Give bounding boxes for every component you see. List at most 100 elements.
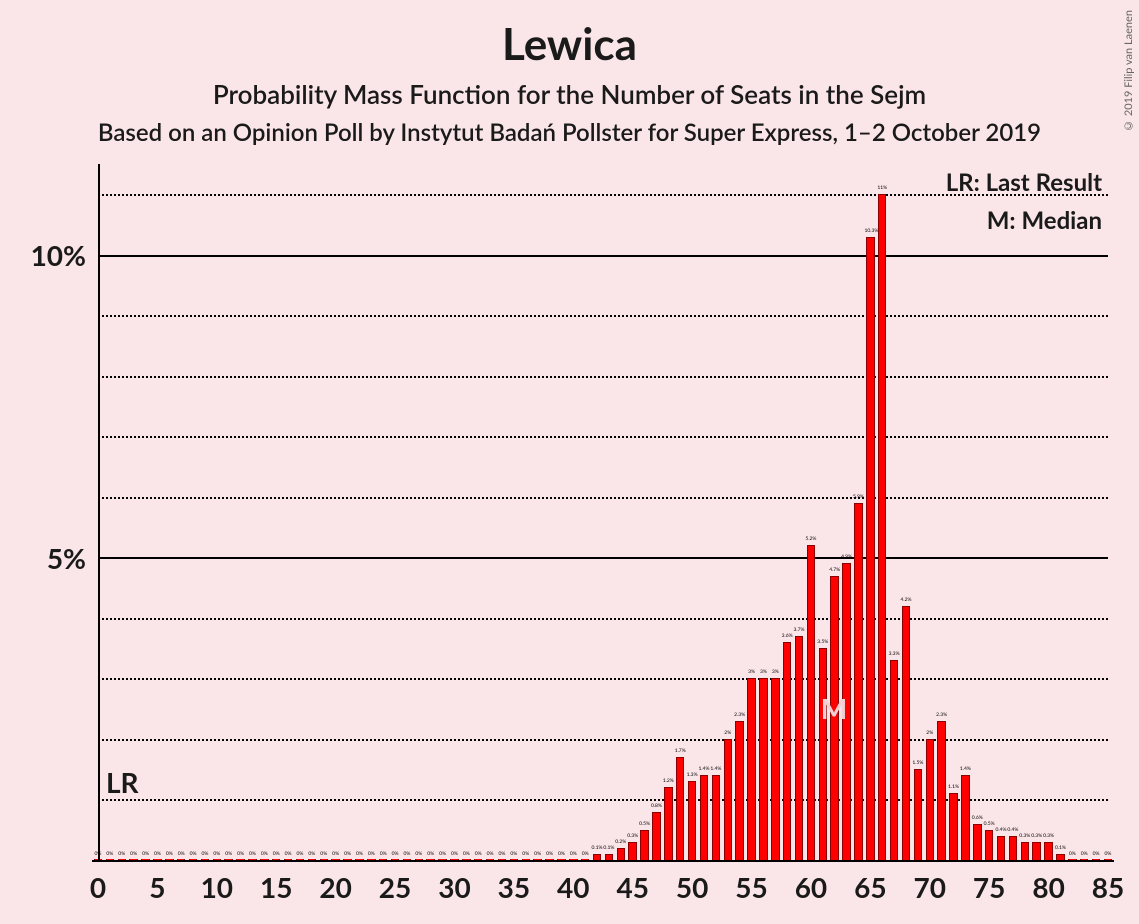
bar-value-label: 0%: [282, 852, 294, 857]
bar-value-label: 0.8%: [651, 804, 663, 809]
bar-value-label: 3%: [769, 670, 781, 675]
bar-value-label: 3%: [758, 670, 770, 675]
x-axis-label: 20: [311, 870, 361, 904]
gridline-minor: [98, 315, 1108, 317]
bar-value-label: 0.6%: [971, 816, 983, 821]
bar: [688, 781, 696, 860]
bar-value-label: 0%: [128, 852, 140, 857]
x-axis-label: 50: [667, 870, 717, 904]
bar-value-label: 0%: [579, 852, 591, 857]
gridline-minor: [98, 739, 1108, 741]
bar-value-label: 3.6%: [781, 634, 793, 639]
bar-value-label: 0%: [247, 852, 259, 857]
bar: [735, 721, 743, 860]
x-axis-label: 65: [845, 870, 895, 904]
bar: [747, 678, 755, 860]
bar: [795, 636, 803, 860]
gridline-minor: [98, 436, 1108, 438]
bar-value-label: 0%: [1066, 852, 1078, 857]
bar-value-label: 1.7%: [674, 749, 686, 754]
bar-value-label: 0.4%: [995, 828, 1007, 833]
bar-value-label: 0%: [163, 852, 175, 857]
bar-value-label: 0%: [472, 852, 484, 857]
gridline-minor: [98, 376, 1108, 378]
chart-area: 5%10%0%0%0%0%0%0%0%0%0%0%0%0%0%0%0%0%0%0…: [0, 0, 1139, 924]
bar-value-label: 4.7%: [829, 568, 841, 573]
bar-value-label: 3%: [746, 670, 758, 675]
gridline-major: [98, 255, 1108, 257]
bar-value-label: 0%: [1102, 852, 1114, 857]
bar-value-label: 0%: [258, 852, 270, 857]
bar-value-label: 0%: [401, 852, 413, 857]
bar: [664, 787, 672, 860]
bar-value-label: 0.3%: [1031, 834, 1043, 839]
bar-value-label: 0%: [270, 852, 282, 857]
bar-value-label: 5.2%: [805, 537, 817, 542]
legend-lr: LR: Last Result: [946, 168, 1102, 197]
bar-value-label: 0.1%: [1055, 846, 1067, 851]
x-axis-label: 5: [132, 870, 182, 904]
bar-value-label: 0%: [140, 852, 152, 857]
bar: [819, 648, 827, 860]
x-axis-label: 75: [964, 870, 1014, 904]
bar-value-label: 2%: [924, 731, 936, 736]
bar-value-label: 1.2%: [662, 779, 674, 784]
bar-value-label: 0.3%: [1043, 834, 1055, 839]
bar: [1032, 842, 1040, 860]
bar-value-label: 0%: [223, 852, 235, 857]
bar: [878, 194, 886, 860]
bar: [854, 503, 862, 860]
median-marker: M: [821, 691, 847, 725]
bar: [807, 545, 815, 860]
bar: [759, 678, 767, 860]
bar: [676, 757, 684, 860]
bar-value-label: 0%: [437, 852, 449, 857]
bar-value-label: 1.4%: [960, 767, 972, 772]
bar-value-label: 0%: [365, 852, 377, 857]
bar-value-label: 0.3%: [1019, 834, 1031, 839]
bar: [628, 842, 636, 860]
y-axis-label: 5%: [0, 541, 86, 575]
lr-marker: LR: [106, 765, 139, 799]
bar-value-label: 0%: [187, 852, 199, 857]
bar: [712, 775, 720, 860]
bar-value-label: 0%: [520, 852, 532, 857]
bar-value-label: 0%: [175, 852, 187, 857]
bar-value-label: 0%: [484, 852, 496, 857]
bar-value-label: 2.3%: [936, 713, 948, 718]
bar: [890, 660, 898, 860]
bar-value-label: 1.1%: [948, 785, 960, 790]
bar-value-label: 2%: [722, 731, 734, 736]
bar-value-label: 0%: [544, 852, 556, 857]
bar: [640, 830, 648, 860]
bar: [783, 642, 791, 860]
page: © 2019 Filip van Laenen Lewica Probabili…: [0, 0, 1139, 924]
bar-value-label: 0.1%: [591, 846, 603, 851]
bar-value-label: 3.5%: [817, 640, 829, 645]
bar-value-label: 0%: [377, 852, 389, 857]
bar-value-label: 0%: [306, 852, 318, 857]
bar-value-label: 2.3%: [734, 713, 746, 718]
bar-value-label: 0.1%: [603, 846, 615, 851]
bar-value-label: 0%: [294, 852, 306, 857]
bar: [961, 775, 969, 860]
y-axis: [98, 164, 100, 862]
bar: [997, 836, 1005, 860]
x-axis-label: 10: [192, 870, 242, 904]
x-axis-label: 30: [429, 870, 479, 904]
bar-value-label: 0%: [199, 852, 211, 857]
gridline-minor: [98, 618, 1108, 620]
bar-value-label: 0%: [152, 852, 164, 857]
bar-value-label: 11%: [876, 186, 888, 191]
bar-value-label: 1.3%: [686, 773, 698, 778]
bar-value-label: 3.3%: [888, 652, 900, 657]
bar: [652, 812, 660, 860]
bar-value-label: 0%: [460, 852, 472, 857]
bar-value-label: 0%: [556, 852, 568, 857]
x-axis-label: 25: [370, 870, 420, 904]
bar: [902, 606, 910, 860]
x-axis: [92, 860, 1114, 862]
bar-value-label: 0%: [1078, 852, 1090, 857]
x-axis-label: 0: [73, 870, 123, 904]
bar-value-label: 0.3%: [627, 834, 639, 839]
